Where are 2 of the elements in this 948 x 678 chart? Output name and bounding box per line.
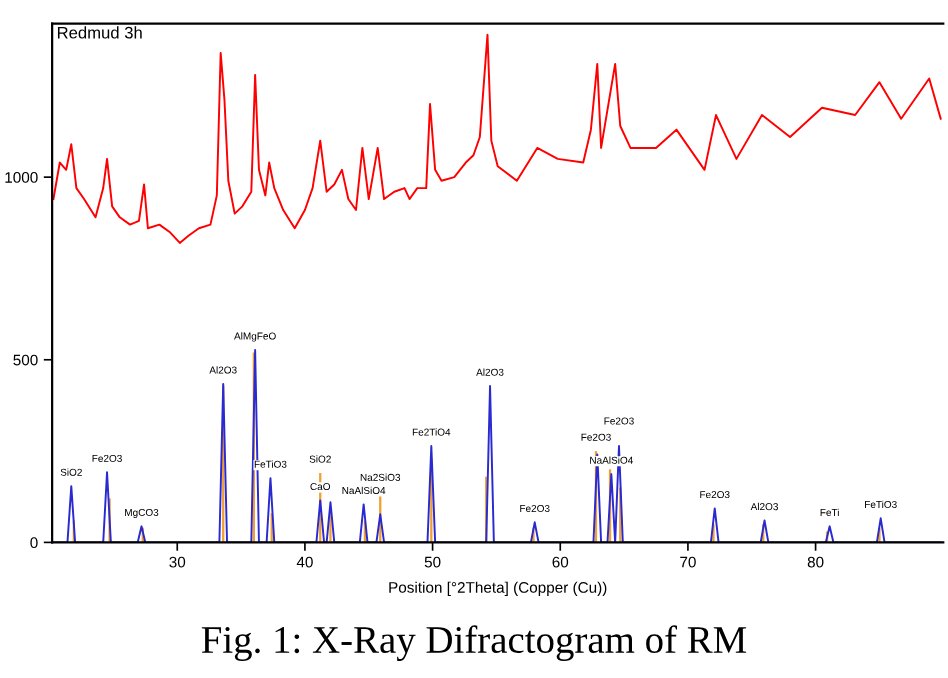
caption: Fig. 1: X-Ray Difractogram of RM xyxy=(201,625,747,662)
chart-title: Redmud 3h xyxy=(57,26,142,39)
